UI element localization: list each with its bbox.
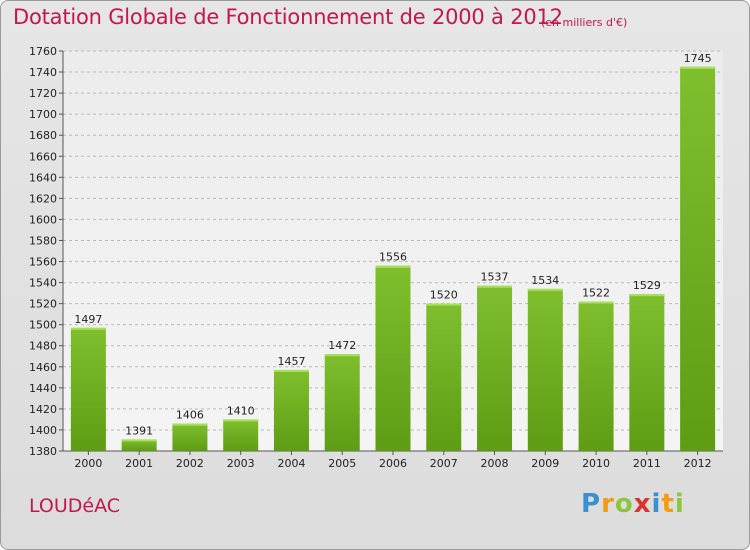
bar-highlight [172,423,208,426]
x-tick-label: 2005 [328,457,356,470]
y-tick-label: 1480 [29,340,57,353]
logo-letter: P [581,489,602,519]
proxiti-logo[interactable]: Proxiti [581,489,685,519]
bar [70,327,106,451]
x-tick-label: 2002 [176,457,204,470]
bar-highlight [629,294,665,297]
y-tick-label: 1660 [29,150,57,163]
x-tick-label: 2001 [125,457,153,470]
bar-value-label: 1556 [379,251,407,264]
logo-letter: t [661,489,675,519]
y-tick-label: 1720 [29,87,57,100]
bar [223,419,259,451]
x-tick-label: 2007 [430,457,458,470]
bar-highlight [70,327,106,330]
chart-title: Dotation Globale de Fonctionnement de 20… [13,5,563,29]
bar-highlight [223,419,259,422]
x-tick-label: 2012 [684,457,712,470]
bar-highlight [527,288,563,291]
bar-value-label: 1410 [227,404,255,417]
logo-letter: i [674,489,685,519]
logo-letter: i [651,489,662,519]
y-tick-label: 1640 [29,171,57,184]
bar-highlight [578,301,614,304]
y-tick-label: 1700 [29,108,57,121]
bar-value-label: 1406 [176,409,204,422]
bar [375,265,411,451]
x-tick-label: 2000 [74,457,102,470]
y-tick-label: 1760 [29,45,57,58]
bar-value-label: 1457 [277,355,305,368]
y-tick-label: 1380 [29,445,57,458]
x-tick-label: 2010 [582,457,610,470]
bar [324,354,360,451]
y-tick-label: 1560 [29,256,57,269]
bar [121,439,157,451]
bar [172,423,208,451]
bar-highlight [426,303,462,306]
bar [477,285,513,451]
bar-value-label: 1391 [125,424,153,437]
bar-value-label: 1534 [531,274,559,287]
x-tick-label: 2008 [481,457,509,470]
bar [527,288,563,451]
y-tick-label: 1420 [29,403,57,416]
logo-letter: o [614,489,634,519]
bar-value-label: 1472 [328,339,356,352]
y-tick-label: 1400 [29,424,57,437]
logo-letter: r [601,489,615,519]
chart-subtitle: (en milliers d'€) [541,16,628,29]
bar-highlight [324,354,360,357]
bar [578,301,614,451]
logo-letter: x [633,489,652,519]
y-tick-label: 1440 [29,382,57,395]
bar-highlight [273,369,309,372]
y-tick-label: 1540 [29,277,57,290]
bar [273,369,309,451]
x-tick-label: 2003 [227,457,255,470]
bar [629,294,665,451]
bar-value-label: 1745 [684,52,712,65]
bar-highlight [375,265,411,268]
y-tick-label: 1620 [29,192,57,205]
x-tick-label: 2009 [531,457,559,470]
x-tick-label: 2011 [633,457,661,470]
bar-highlight [477,285,513,288]
city-name: LOUDéAC [29,495,121,517]
bar-highlight [121,439,157,442]
x-tick-label: 2004 [277,457,305,470]
y-tick-label: 1500 [29,319,57,332]
y-tick-label: 1580 [29,234,57,247]
bar-value-label: 1537 [481,271,509,284]
bar-value-label: 1522 [582,287,610,300]
y-tick-label: 1520 [29,298,57,311]
y-tick-label: 1460 [29,361,57,374]
bar [680,66,716,451]
bar [426,303,462,451]
x-tick-label: 2006 [379,457,407,470]
bar-value-label: 1529 [633,279,661,292]
bar-value-label: 1520 [430,289,458,302]
y-tick-label: 1680 [29,129,57,142]
bar-value-label: 1497 [74,313,102,326]
y-tick-label: 1600 [29,213,57,226]
bar-highlight [680,66,716,69]
y-tick-label: 1740 [29,66,57,79]
